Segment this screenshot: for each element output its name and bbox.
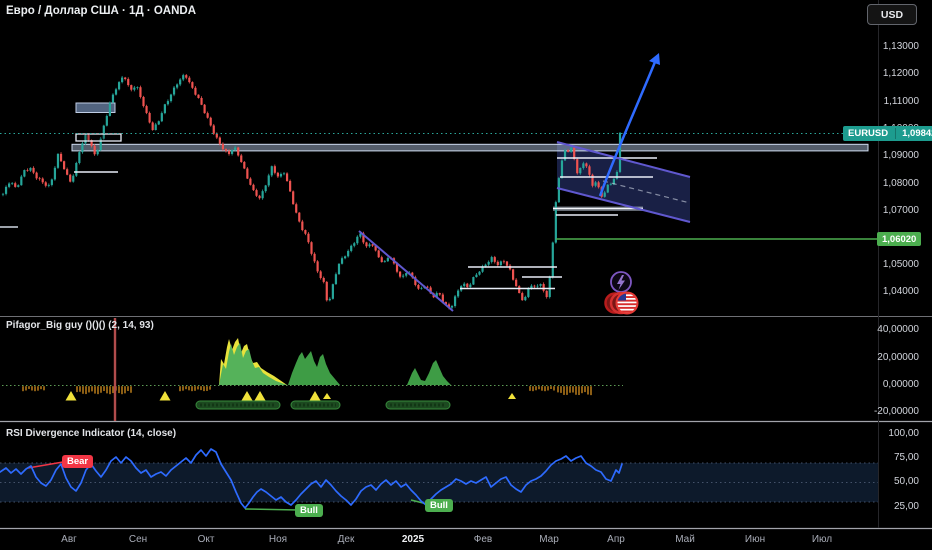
symbol-title: Евро / Доллар США · 1Д · OANDA <box>6 5 197 17</box>
time-axis[interactable]: Авг Сен Окт Ноя Дек 2025 Фев Мар Апр Май Июн Июл <box>0 529 932 550</box>
price-axis-label: 1,08000 <box>882 178 919 189</box>
price-axis-label: 25,00 <box>893 501 919 512</box>
price-axis-label: 40,00000 <box>877 324 919 335</box>
bear-divergence-badge: Bear <box>62 455 94 468</box>
time-axis-label: Июл <box>811 534 833 545</box>
time-axis-label: 2025 <box>401 534 425 545</box>
price-axis-label: 1,13000 <box>882 41 919 52</box>
price-axis-label: 100,00 <box>888 428 919 439</box>
price-axis-label: -20,00000 <box>873 406 919 417</box>
bull-divergence-badge: Bull <box>425 499 453 512</box>
price-axis-label: 1,04000 <box>882 286 919 297</box>
time-axis-label: Дек <box>337 534 355 545</box>
price-axis-label: 20,00000 <box>877 352 919 363</box>
bull-divergence-badge: Bull <box>295 504 323 517</box>
currency-button[interactable]: USD <box>867 4 917 25</box>
price-axis-label: 75,00 <box>893 452 919 463</box>
time-axis-label: Май <box>675 534 695 545</box>
current-price-value: 1,09842 <box>902 128 932 139</box>
time-axis-label: Ноя <box>268 534 288 545</box>
current-price-label: EURUSD 1,09842 <box>843 126 932 141</box>
price-axis-label: 1,07000 <box>882 205 919 216</box>
price-axis-label: 1,09000 <box>882 150 919 161</box>
indicator-title-pifagor: Pifagor_Big guy ()()() (2, 14, 93) <box>6 320 154 331</box>
time-axis-label: Июн <box>744 534 766 545</box>
pane-separators <box>0 0 932 530</box>
lightning-sticker-icon[interactable] <box>610 271 632 293</box>
time-axis-label: Апр <box>607 534 625 545</box>
rsi-pane <box>0 448 878 511</box>
pifagor-pane <box>2 318 623 421</box>
current-price-symbol: EURUSD <box>848 128 897 139</box>
usa-flag-sticker-icon[interactable] <box>604 291 639 315</box>
price-axis-label: 0,00000 <box>882 379 919 390</box>
price-axis-label: 1,12000 <box>882 68 919 79</box>
price-axis-label: 1,05000 <box>882 259 919 270</box>
price-axis[interactable]: 1,130001,120001,110001,100001,090001,080… <box>874 0 932 529</box>
time-axis-label: Окт <box>197 534 215 545</box>
time-axis-label: Сен <box>128 534 148 545</box>
price-axis-label: 50,00 <box>893 476 919 487</box>
price-axis-label: 1,11000 <box>883 96 919 107</box>
indicator-title-rsi: RSI Divergence Indicator (14, close) <box>6 428 177 439</box>
drawings-over <box>0 53 878 312</box>
level-price-label: 1,06020 <box>877 232 922 246</box>
time-axis-label: Авг <box>61 534 77 545</box>
drawings-under <box>71 102 869 222</box>
time-axis-label: Мар <box>539 534 559 545</box>
time-axis-label: Фев <box>473 534 493 545</box>
